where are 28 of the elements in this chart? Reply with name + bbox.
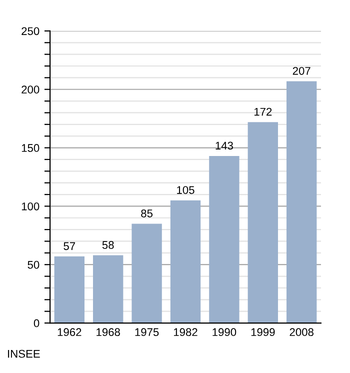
y-tick-label: 250	[22, 27, 40, 36]
y-tick-label: 200	[22, 86, 40, 94]
x-tick-label: 1982	[174, 328, 198, 336]
x-tick-label: 1999	[251, 328, 275, 336]
y-tick-label: 50	[28, 260, 40, 269]
x-tick-label: 1990	[212, 328, 236, 336]
data-label: 143	[216, 142, 233, 150]
data-label: 105	[177, 186, 194, 194]
data-label: 85	[141, 209, 153, 218]
bar	[209, 156, 240, 324]
y-tick-label: 100	[22, 202, 40, 210]
bar	[170, 200, 201, 324]
data-label: 172	[254, 108, 272, 116]
bar	[93, 255, 124, 324]
bar	[132, 224, 162, 324]
bar	[286, 81, 317, 324]
data-label: 58	[102, 241, 114, 249]
bar	[248, 122, 278, 324]
text: INSEE	[8, 350, 40, 358]
x-tick-label: 2008	[290, 328, 314, 336]
x-tick-label: 1968	[96, 328, 120, 336]
data-label: 57	[64, 242, 76, 250]
bar	[54, 256, 84, 324]
y-tick-label: 150	[22, 144, 40, 152]
data-label: 207	[292, 66, 310, 75]
y-tick-label: 0	[34, 319, 40, 328]
x-tick-label: 1962	[58, 328, 82, 336]
x-tick-label: 1975	[135, 328, 159, 336]
